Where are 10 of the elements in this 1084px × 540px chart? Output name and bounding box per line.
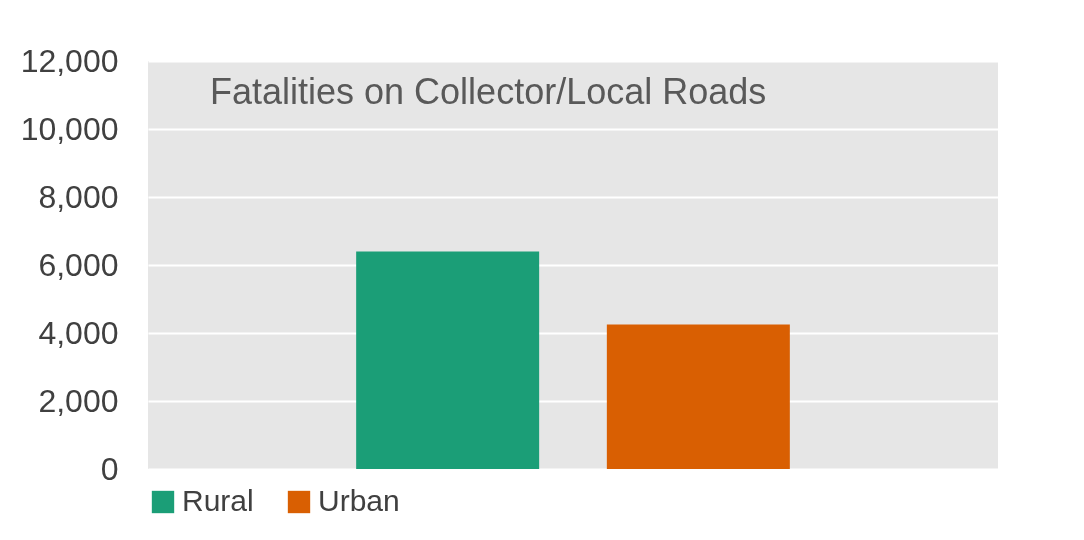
y-tick-label: 6,000 — [38, 246, 119, 283]
y-tick-label: 12,000 — [20, 42, 119, 79]
y-tick-label: 4,000 — [38, 314, 119, 351]
chart-title: Fatalities on Collector/Local Roads — [210, 71, 767, 112]
legend-label: Urban — [318, 484, 400, 517]
y-tick-label: 10,000 — [20, 110, 119, 147]
y-tick-label: 8,000 — [38, 178, 119, 215]
y-tick-label: 2,000 — [38, 382, 119, 419]
legend-label: Rural — [182, 484, 254, 517]
y-tick-label: 0 — [100, 450, 119, 487]
